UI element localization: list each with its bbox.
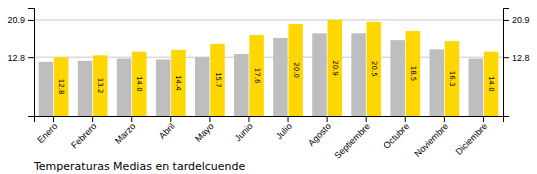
tick-label: Septiembre bbox=[332, 121, 372, 161]
axis-line bbox=[504, 9, 510, 117]
bars bbox=[39, 20, 499, 116]
tick-mark bbox=[248, 116, 249, 122]
data-label: 13.2 bbox=[96, 78, 104, 94]
tick-label: 12.8 bbox=[512, 53, 530, 63]
tick-label: Abril bbox=[157, 121, 177, 141]
bar bbox=[430, 49, 444, 116]
bar bbox=[210, 44, 224, 116]
data-label: 20.9 bbox=[331, 60, 339, 76]
x-tick: Octubre bbox=[381, 116, 411, 151]
data-label: 14.0 bbox=[135, 76, 143, 92]
tick-mark bbox=[28, 20, 34, 21]
bar bbox=[78, 61, 92, 116]
x-tick: Mayo bbox=[193, 116, 216, 144]
data-label: 17.6 bbox=[253, 68, 261, 84]
x-tick: Marzo bbox=[113, 116, 138, 146]
tick-label: Mayo bbox=[193, 121, 216, 144]
bar bbox=[484, 52, 498, 116]
x-tick: Septiembre bbox=[332, 116, 372, 161]
grid-line bbox=[34, 19, 503, 20]
x-tick: Noviembre bbox=[412, 116, 450, 159]
tick-mark bbox=[405, 116, 406, 122]
tick-mark bbox=[366, 116, 367, 122]
tick-mark bbox=[209, 116, 210, 122]
y2-tick: 12.8 bbox=[503, 53, 530, 63]
tick-label: Agosto bbox=[306, 121, 333, 148]
bar bbox=[195, 57, 209, 116]
bar bbox=[39, 62, 53, 116]
bar bbox=[328, 20, 342, 116]
tick-mark bbox=[131, 116, 132, 122]
bar bbox=[171, 50, 185, 116]
y2-tick: 20.9 bbox=[503, 15, 530, 25]
tick-mark bbox=[503, 57, 509, 58]
tick-mark bbox=[327, 116, 328, 122]
data-label: 18.5 bbox=[409, 66, 417, 82]
data-labels: 12.8 13.2 14.0 14.4 15.7 17.6 20.0 20.9 20.5 18.5… bbox=[57, 60, 495, 94]
data-label: 14.4 bbox=[174, 75, 182, 91]
tick-label: Marzo bbox=[113, 121, 138, 146]
bar bbox=[367, 22, 381, 116]
tick-label: 20.9 bbox=[512, 15, 530, 25]
data-label: 20.5 bbox=[370, 61, 378, 77]
bar bbox=[156, 59, 170, 116]
data-label: 16.3 bbox=[448, 71, 456, 87]
x-tick: Agosto bbox=[306, 116, 333, 148]
chart: 12.8 13.2 14.0 14.4 15.7 17.6 20.0 20.9 20.5 18.5… bbox=[0, 0, 537, 174]
bar bbox=[390, 40, 404, 116]
data-label: 14.0 bbox=[487, 76, 495, 92]
bar bbox=[406, 31, 420, 116]
y2-axis: 12.8 20.9 bbox=[503, 9, 530, 117]
tick-mark bbox=[288, 116, 289, 122]
tick-label: Julio bbox=[274, 121, 294, 141]
tick-mark bbox=[92, 116, 93, 122]
tick-label: Junio bbox=[233, 121, 255, 143]
tick-mark bbox=[170, 116, 171, 122]
bar bbox=[249, 35, 263, 116]
tick-mark bbox=[28, 57, 34, 58]
bar bbox=[93, 55, 107, 116]
x-tick: Enero bbox=[35, 116, 59, 145]
tick-label: Enero bbox=[35, 121, 59, 145]
bar bbox=[469, 59, 483, 116]
axis-line bbox=[35, 117, 504, 123]
data-label: 20.0 bbox=[292, 62, 300, 78]
bar bbox=[54, 57, 68, 116]
bar bbox=[312, 33, 326, 116]
tick-label: 12.8 bbox=[7, 53, 25, 63]
bar bbox=[288, 24, 302, 116]
tick-mark bbox=[444, 116, 445, 122]
tick-mark bbox=[53, 116, 54, 122]
x-tick: Julio bbox=[274, 116, 294, 141]
data-label: 12.8 bbox=[57, 79, 65, 95]
y-tick: 20.9 bbox=[7, 15, 34, 25]
data-label: 15.7 bbox=[214, 72, 222, 88]
bar bbox=[132, 52, 146, 116]
y-tick: 12.8 bbox=[7, 53, 34, 63]
bar bbox=[445, 41, 459, 116]
tick-mark bbox=[483, 116, 484, 122]
tick-label: 20.9 bbox=[7, 15, 25, 25]
x-tick: Junio bbox=[233, 116, 255, 143]
x-tick: Febrero bbox=[69, 116, 98, 151]
tick-label: Noviembre bbox=[412, 121, 450, 159]
x-axis: Enero Febrero Marzo Abril Mayo Junio Julio Agos… bbox=[35, 116, 504, 161]
title: Temperaturas Medias en tardelcuende bbox=[33, 160, 246, 173]
chart-container: 12.8 13.2 14.0 14.4 15.7 17.6 20.0 20.9 20.5 18.5… bbox=[0, 0, 537, 174]
y-axis: 12.8 20.9 bbox=[7, 9, 34, 117]
x-tick: Abril bbox=[157, 116, 177, 141]
bar bbox=[351, 33, 365, 116]
tick-label: Octubre bbox=[381, 121, 411, 151]
tick-label: Diciembre bbox=[454, 121, 490, 157]
bar bbox=[117, 59, 131, 116]
tick-mark bbox=[503, 20, 509, 21]
bar bbox=[273, 38, 287, 116]
axis-line bbox=[28, 9, 35, 117]
tick-label: Febrero bbox=[69, 121, 98, 150]
bar bbox=[234, 54, 248, 116]
x-tick: Diciembre bbox=[454, 116, 490, 157]
